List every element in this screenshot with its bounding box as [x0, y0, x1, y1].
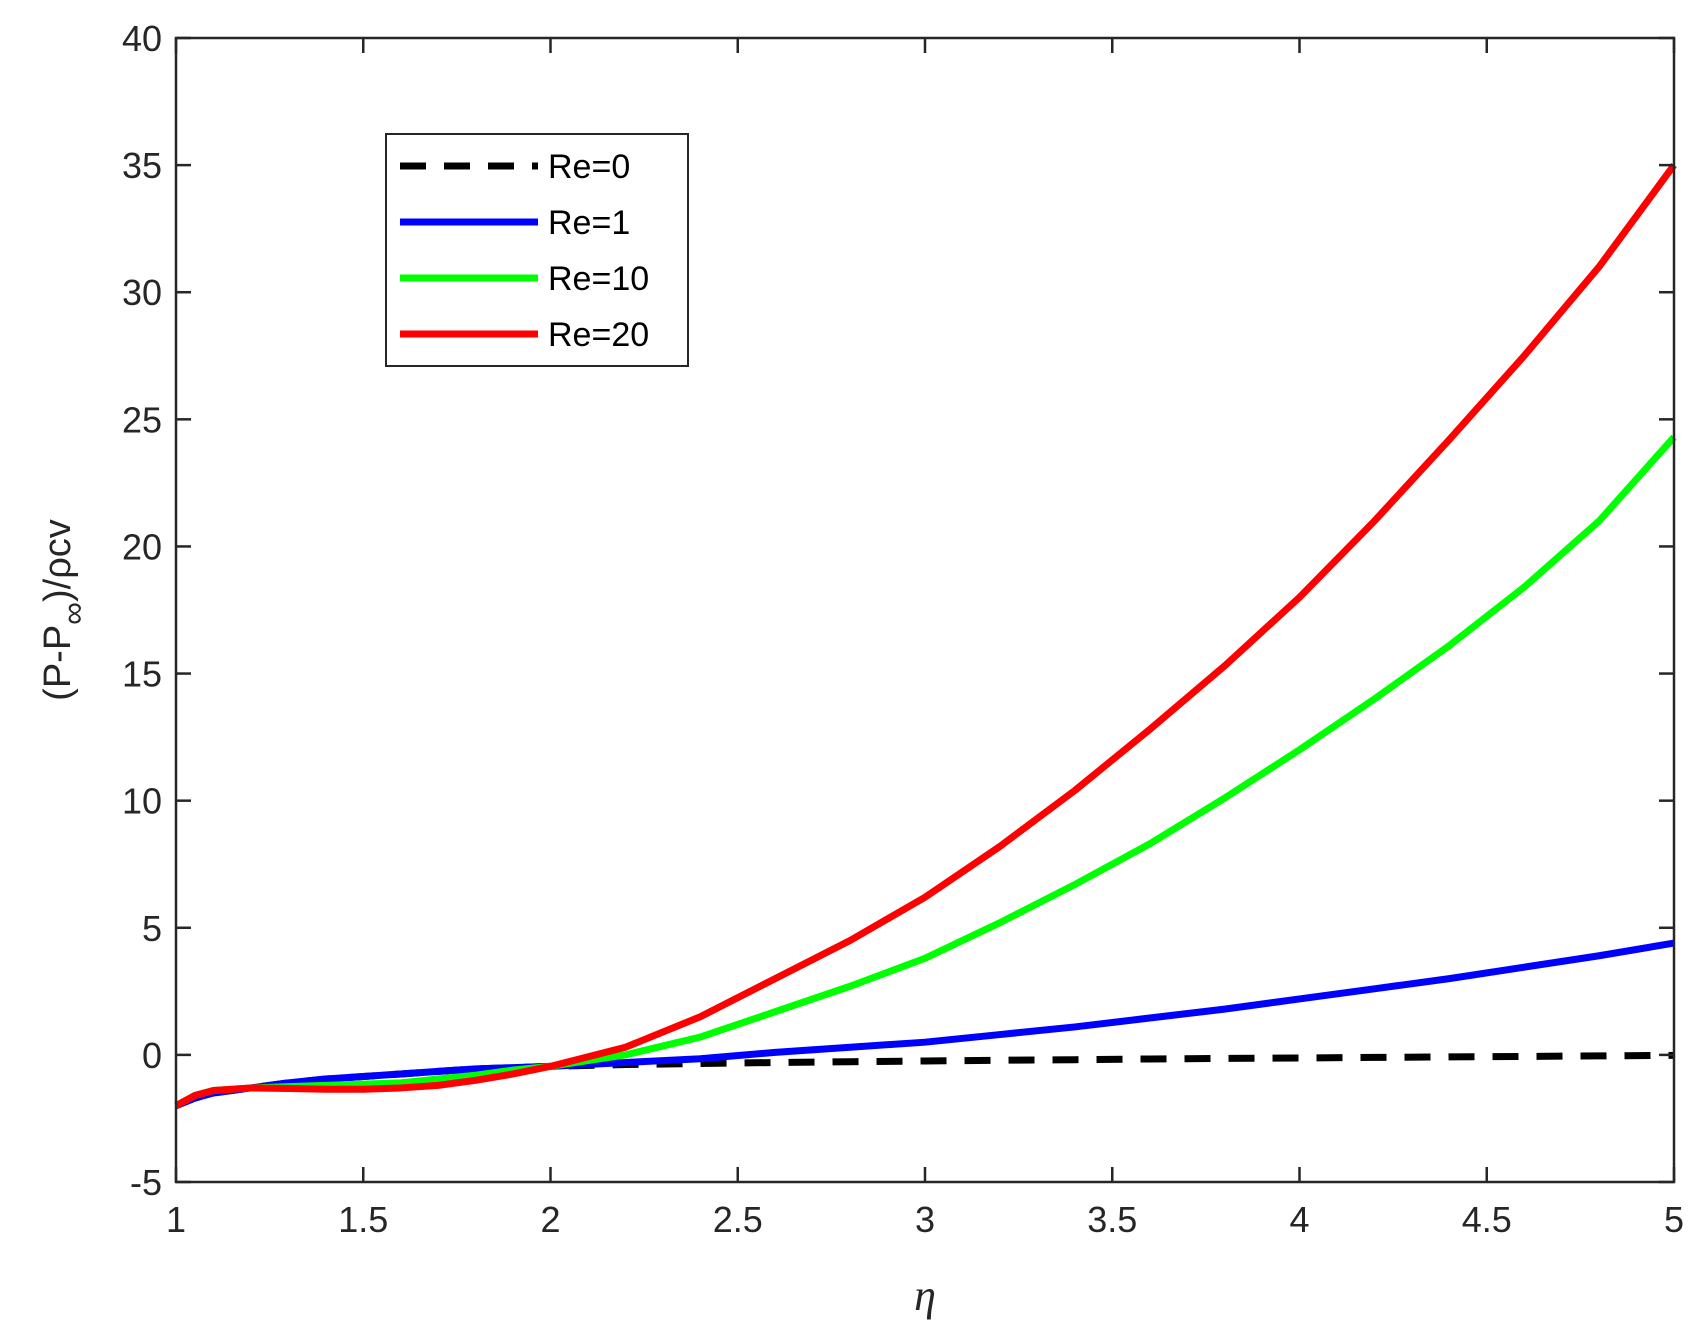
legend-label-1: Re=1 — [548, 204, 630, 242]
y-tick-label-8: 35 — [122, 145, 162, 186]
x-tick-label-8: 5 — [1664, 1199, 1684, 1240]
y-axis-title: (P-P∞)/ρcv — [37, 519, 91, 701]
y-tick-label-5: 20 — [122, 526, 162, 567]
y-tick-label-1: 0 — [142, 1035, 162, 1076]
y-axis-title-prefix: (P-P — [37, 625, 79, 701]
x-tick-label-2: 2 — [540, 1199, 560, 1240]
y-tick-label-9: 40 — [122, 18, 162, 59]
x-tick-label-5: 3.5 — [1087, 1199, 1137, 1240]
series-layer — [174, 163, 1677, 1109]
y-tick-label-0: -5 — [130, 1162, 162, 1203]
legend: Re=0 Re=1 Re=10 Re=20 — [385, 133, 689, 367]
legend-label-2: Re=10 — [548, 260, 649, 298]
x-tick-label-7: 4.5 — [1462, 1199, 1512, 1240]
y-axis-title-subscript: ∞ — [55, 602, 91, 625]
legend-label-3: Re=20 — [548, 316, 649, 354]
series-line-1 — [174, 939, 1675, 1109]
y-tick-label-7: 30 — [122, 272, 162, 313]
x-tick-label-4: 3 — [915, 1199, 935, 1240]
series-line-3 — [174, 163, 1677, 1109]
legend-box — [385, 133, 689, 367]
x-tick-label-6: 4 — [1289, 1199, 1309, 1240]
x-axis-title: η — [914, 1271, 936, 1320]
x-tick-label-3: 2.5 — [713, 1199, 763, 1240]
x-tick-label-1: 1.5 — [338, 1199, 388, 1240]
x-tick-label-0: 1 — [166, 1199, 186, 1240]
y-tick-label-2: 5 — [142, 908, 162, 949]
y-axis-title-suffix: )/ρcv — [37, 519, 79, 602]
y-tick-label-6: 25 — [122, 399, 162, 440]
legend-label-0: Re=0 — [548, 148, 630, 186]
y-tick-label-3: 10 — [122, 781, 162, 822]
ticks-layer: 1 1.5 2 2.5 3 3.5 4 4.5 5 -5 0 5 10 15 20 25 30 35 40 — [122, 18, 1684, 1240]
y-tick-label-4: 15 — [122, 654, 162, 695]
